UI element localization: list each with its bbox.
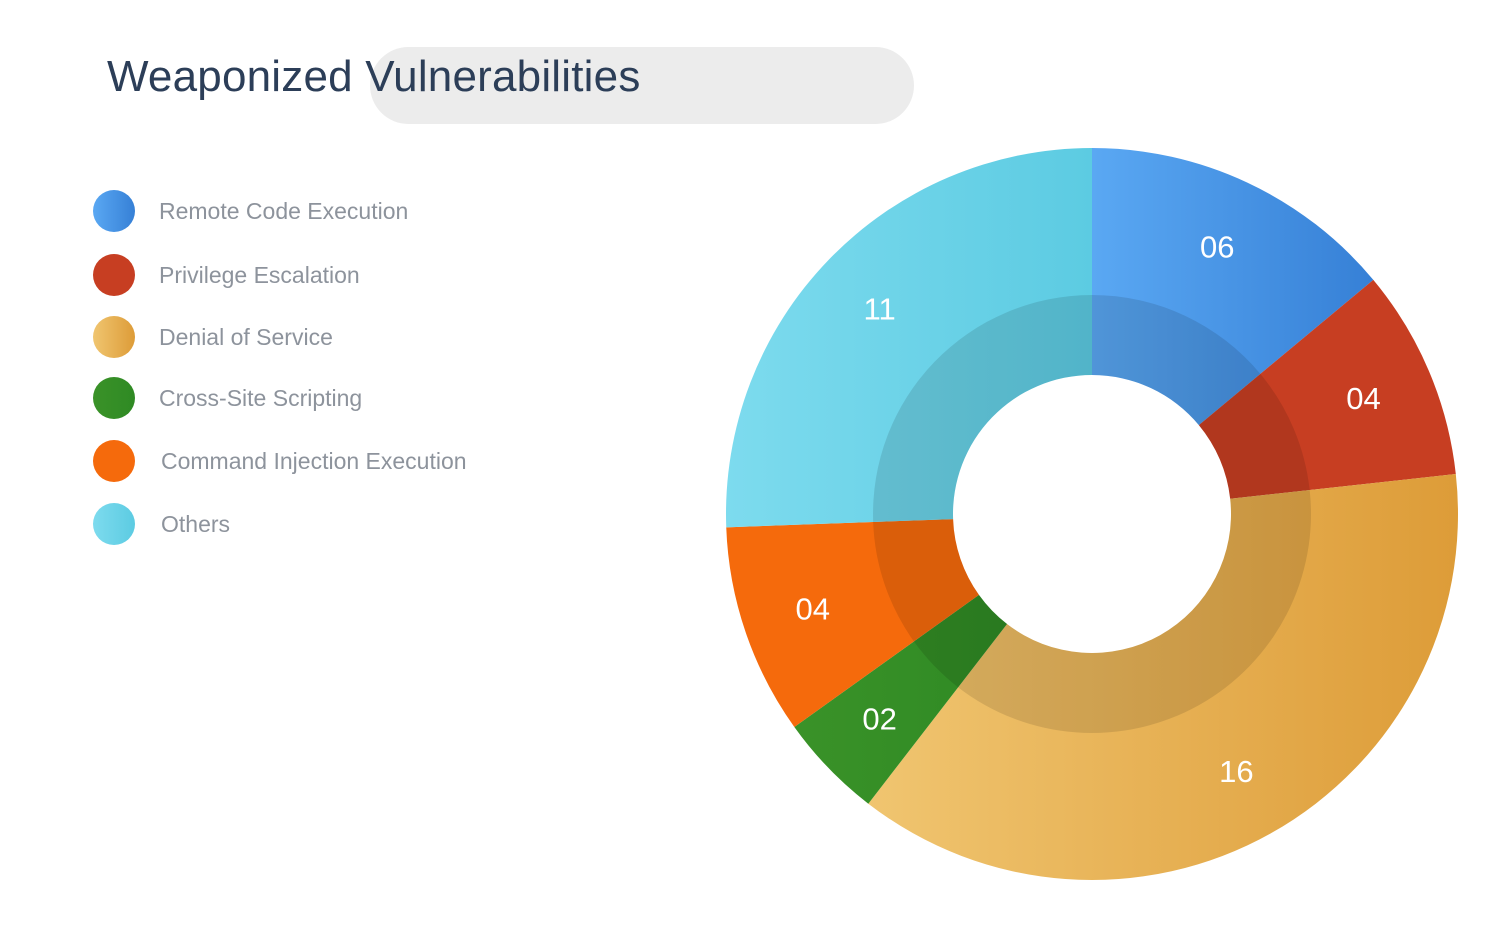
legend-item-privilege-escalation: Privilege Escalation <box>93 254 360 296</box>
legend-item-others: Others <box>93 503 230 545</box>
legend-label: Others <box>161 510 231 537</box>
chart-title: Weaponized Vulnerabilities <box>107 52 641 101</box>
inner-shade-remote-code-execution <box>1092 295 1261 426</box>
legend-swatch-others <box>93 503 135 545</box>
inner-shade-others <box>873 295 1092 522</box>
legend-swatch-cross-site-scripting <box>93 377 135 419</box>
inner-shade-denial-of-service <box>958 490 1311 733</box>
inner-shade-command-injection-execution <box>873 519 979 642</box>
legend-label: Privilege Escalation <box>159 261 360 288</box>
slice-privilege-escalation <box>1198 279 1456 499</box>
legend-label: Command Injection Execution <box>161 447 467 474</box>
inner-shade-cross-site-scripting <box>913 594 1008 688</box>
legend-item-denial-of-service: Denial of Service <box>93 316 333 358</box>
slice-denial-of-service <box>868 473 1458 880</box>
legend-swatch-privilege-escalation <box>93 254 135 296</box>
legend-item-cross-site-scripting: Cross-Site Scripting <box>93 377 362 419</box>
legend-label: Cross-Site Scripting <box>159 384 363 411</box>
inner-shade-privilege-escalation <box>1198 373 1310 499</box>
legend-label: Denial of Service <box>159 323 333 350</box>
slice-cross-site-scripting <box>794 594 1008 804</box>
donut-value-labels: 06 04 16 02 04 11 <box>796 229 1381 788</box>
slice-remote-code-execution <box>1092 148 1374 426</box>
value-label-cross-site-scripting: 02 <box>862 701 896 736</box>
slice-command-injection-execution <box>726 519 979 727</box>
value-label-remote-code-execution: 06 <box>1200 229 1234 264</box>
donut-slices <box>726 148 1458 880</box>
value-label-others: 11 <box>864 292 896 327</box>
legend-item-command-injection-execution: Command Injection Execution <box>93 440 467 482</box>
value-label-command-injection-execution: 04 <box>796 592 830 627</box>
value-label-privilege-escalation: 04 <box>1346 381 1380 416</box>
slice-others <box>726 148 1092 528</box>
legend-swatch-denial-of-service <box>93 316 135 358</box>
donut-inner-shade-ring <box>873 295 1311 733</box>
title-highlight-pill <box>370 47 914 124</box>
legend-swatch-command-injection-execution <box>93 440 135 482</box>
value-label-denial-of-service: 16 <box>1219 754 1253 789</box>
legend-item-remote-code-execution: Remote Code Execution <box>93 190 408 232</box>
legend-swatch-remote-code-execution <box>93 190 135 232</box>
legend-label: Remote Code Execution <box>159 197 409 224</box>
